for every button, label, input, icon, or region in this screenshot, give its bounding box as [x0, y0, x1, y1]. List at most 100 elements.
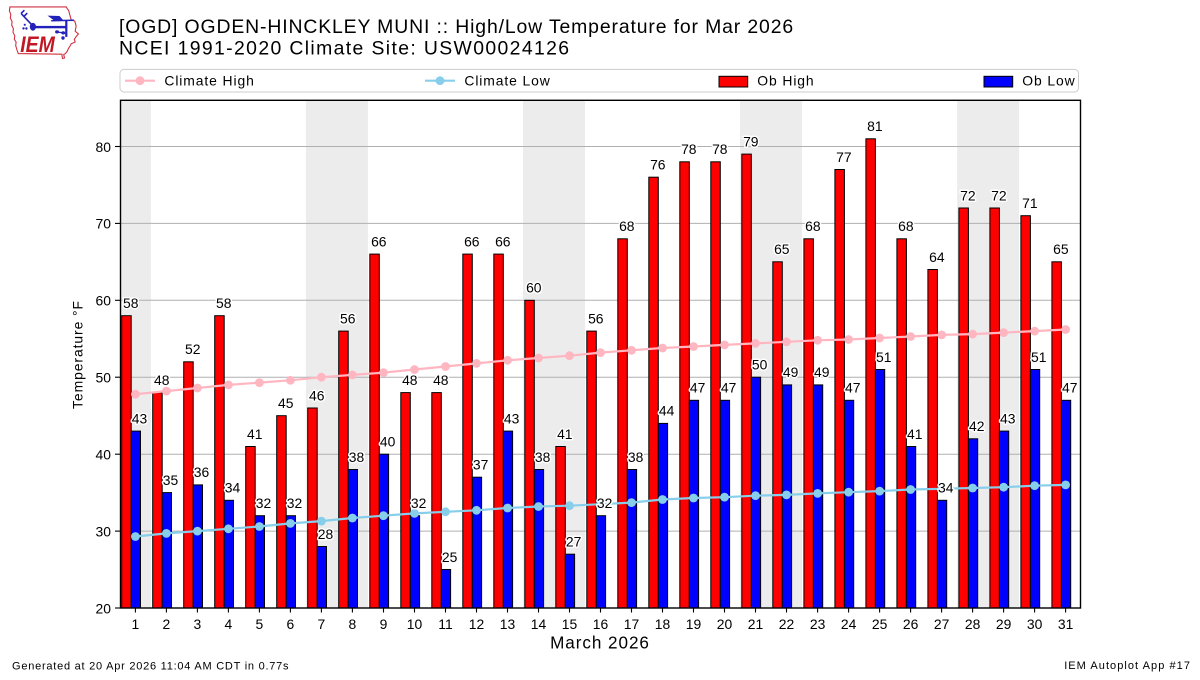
svg-text:11: 11 — [438, 616, 453, 632]
svg-text:6: 6 — [287, 616, 295, 632]
svg-text:58: 58 — [123, 295, 139, 311]
svg-text:36: 36 — [194, 464, 210, 480]
svg-text:58: 58 — [216, 295, 232, 311]
svg-text:30: 30 — [96, 523, 112, 539]
svg-text:[OGD] OGDEN-HINCKLEY MUNI :: H: [OGD] OGDEN-HINCKLEY MUNI :: High/Low Te… — [119, 16, 794, 38]
svg-text:25: 25 — [872, 616, 888, 632]
svg-text:9: 9 — [380, 616, 388, 632]
svg-text:13: 13 — [500, 616, 516, 632]
svg-text:41: 41 — [907, 426, 923, 442]
svg-text:49: 49 — [814, 364, 830, 380]
svg-text:66: 66 — [464, 234, 480, 250]
svg-text:Generated at 20 Apr 2026 11:04: Generated at 20 Apr 2026 11:04 AM CDT in… — [12, 660, 289, 672]
svg-text:56: 56 — [340, 310, 356, 326]
svg-text:68: 68 — [805, 218, 821, 234]
svg-text:Climate High: Climate High — [164, 73, 254, 89]
svg-text:15: 15 — [562, 616, 578, 632]
svg-text:14: 14 — [531, 616, 547, 632]
svg-text:7: 7 — [318, 616, 326, 632]
svg-text:38: 38 — [535, 449, 551, 465]
svg-text:46: 46 — [309, 387, 325, 403]
svg-text:21: 21 — [748, 616, 764, 632]
svg-text:8: 8 — [349, 616, 357, 632]
svg-text:76: 76 — [650, 157, 666, 173]
svg-text:24: 24 — [841, 616, 857, 632]
svg-text:Temperature °F: Temperature °F — [70, 300, 86, 409]
svg-text:27: 27 — [566, 534, 582, 550]
svg-text:47: 47 — [721, 380, 737, 396]
svg-text:41: 41 — [247, 426, 263, 442]
svg-text:60: 60 — [96, 293, 112, 309]
svg-text:28: 28 — [965, 616, 981, 632]
svg-text:20: 20 — [717, 616, 733, 632]
svg-text:March 2026: March 2026 — [550, 633, 650, 652]
svg-text:79: 79 — [743, 134, 759, 150]
svg-text:10: 10 — [407, 616, 423, 632]
svg-text:52: 52 — [185, 341, 201, 357]
svg-text:28: 28 — [318, 526, 334, 542]
svg-text:38: 38 — [628, 449, 644, 465]
svg-text:43: 43 — [1000, 410, 1016, 426]
svg-text:47: 47 — [1062, 380, 1078, 396]
svg-text:48: 48 — [402, 372, 418, 388]
svg-text:NCEI 1991-2020 Climate Site: U: NCEI 1991-2020 Climate Site: USW00024126 — [119, 38, 570, 60]
svg-text:77: 77 — [836, 149, 852, 165]
svg-text:32: 32 — [256, 495, 272, 511]
svg-text:26: 26 — [903, 616, 919, 632]
svg-text:66: 66 — [495, 234, 511, 250]
svg-text:17: 17 — [624, 616, 640, 632]
svg-text:70: 70 — [96, 216, 112, 232]
svg-text:65: 65 — [774, 241, 790, 257]
svg-text:Ob Low: Ob Low — [1022, 73, 1075, 89]
svg-text:4: 4 — [225, 616, 233, 632]
svg-text:48: 48 — [154, 372, 170, 388]
svg-text:50: 50 — [752, 357, 768, 373]
svg-text:19: 19 — [686, 616, 702, 632]
svg-text:Climate Low: Climate Low — [464, 73, 550, 89]
svg-text:60: 60 — [526, 280, 542, 296]
svg-text:56: 56 — [588, 310, 604, 326]
svg-text:16: 16 — [593, 616, 609, 632]
svg-text:34: 34 — [225, 480, 241, 496]
svg-text:12: 12 — [469, 616, 485, 632]
svg-text:48: 48 — [433, 372, 449, 388]
svg-text:72: 72 — [991, 187, 1007, 203]
svg-text:64: 64 — [929, 249, 945, 265]
svg-text:29: 29 — [996, 616, 1012, 632]
svg-text:45: 45 — [278, 395, 294, 411]
svg-text:51: 51 — [1031, 349, 1047, 365]
svg-text:47: 47 — [845, 380, 861, 396]
svg-text:22: 22 — [779, 616, 795, 632]
svg-text:27: 27 — [934, 616, 950, 632]
svg-text:25: 25 — [442, 549, 458, 565]
svg-text:18: 18 — [655, 616, 671, 632]
svg-text:32: 32 — [287, 495, 303, 511]
svg-text:23: 23 — [810, 616, 826, 632]
svg-text:41: 41 — [557, 426, 573, 442]
svg-text:40: 40 — [380, 434, 396, 450]
svg-text:51: 51 — [876, 349, 892, 365]
svg-text:47: 47 — [690, 380, 706, 396]
svg-text:50: 50 — [96, 370, 112, 386]
svg-text:71: 71 — [1022, 195, 1038, 211]
svg-text:IEM Autoplot App #17: IEM Autoplot App #17 — [1064, 660, 1191, 672]
svg-text:20: 20 — [96, 600, 112, 616]
svg-text:32: 32 — [411, 495, 427, 511]
svg-text:78: 78 — [681, 141, 697, 157]
svg-text:5: 5 — [256, 616, 264, 632]
svg-text:1: 1 — [132, 616, 140, 632]
svg-text:78: 78 — [712, 141, 728, 157]
svg-text:32: 32 — [597, 495, 613, 511]
svg-text:43: 43 — [132, 410, 148, 426]
svg-text:80: 80 — [96, 139, 112, 155]
svg-text:40: 40 — [96, 447, 112, 463]
svg-text:31: 31 — [1058, 616, 1074, 632]
svg-text:Ob High: Ob High — [757, 73, 814, 89]
svg-text:37: 37 — [473, 457, 489, 473]
svg-text:3: 3 — [194, 616, 202, 632]
svg-text:43: 43 — [504, 410, 520, 426]
svg-text:49: 49 — [783, 364, 799, 380]
svg-text:68: 68 — [898, 218, 914, 234]
svg-text:66: 66 — [371, 234, 387, 250]
svg-text:2: 2 — [163, 616, 171, 632]
